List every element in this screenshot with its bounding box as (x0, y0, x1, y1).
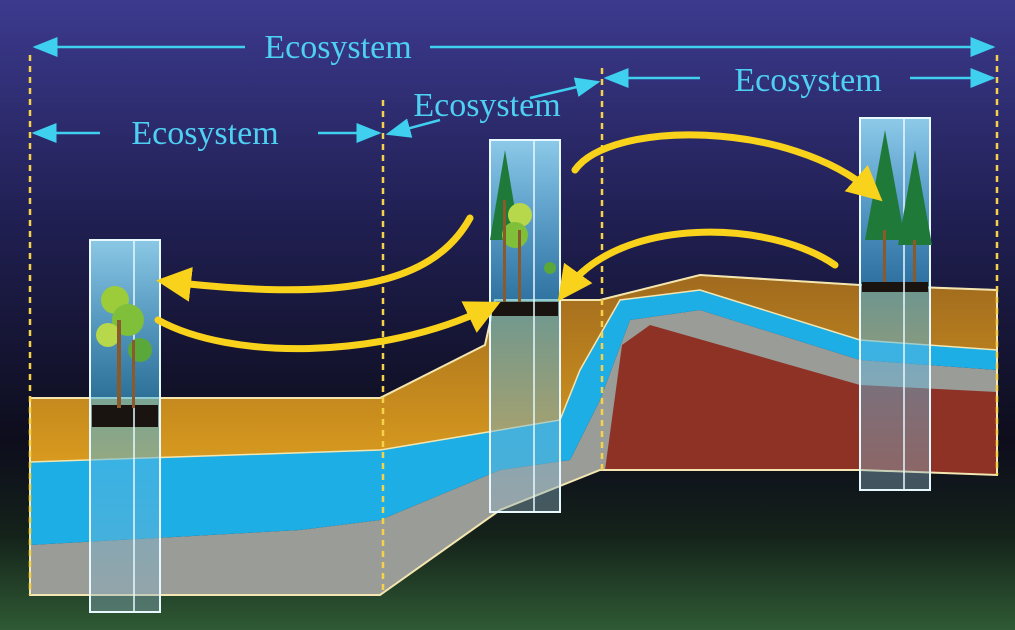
flow-arrow (154, 301, 501, 353)
extent-arrow (385, 118, 441, 138)
flow-arrow (156, 214, 474, 302)
column-left (89, 239, 161, 613)
groundwater (30, 290, 997, 545)
ecosystem-label: Ecosystem (413, 87, 560, 124)
ecosystem-label: Ecosystem (734, 62, 881, 99)
ecosystem-label: Ecosystem (131, 115, 278, 152)
column-right (859, 117, 932, 491)
flow-arrow (557, 228, 839, 302)
flow-arrow (571, 131, 883, 202)
extent-arrow (529, 77, 601, 100)
ecosystem-label: Ecosystem (264, 29, 411, 66)
column-middle (489, 139, 561, 513)
